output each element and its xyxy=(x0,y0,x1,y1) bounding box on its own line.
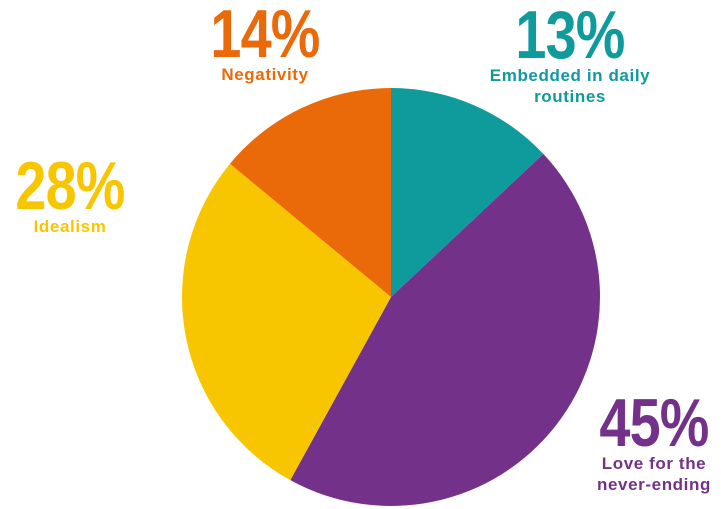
slice-label-love: 45% Love for the never-ending xyxy=(578,385,721,495)
slice-name-love-line1: Love for the xyxy=(601,454,707,473)
slice-name-embedded-line1: Embedded in daily xyxy=(489,66,651,85)
slice-label-negativity: 14% Negativity xyxy=(185,0,345,85)
slice-percent-negativity: 14% xyxy=(210,0,320,72)
slice-label-idealism: 28% Idealism xyxy=(0,148,140,237)
slice-percent-idealism: 28% xyxy=(15,148,125,224)
slice-negativity xyxy=(229,87,391,297)
slice-idealism xyxy=(181,163,391,481)
slice-love xyxy=(290,153,600,507)
slice-percent-embedded: 13% xyxy=(515,0,625,73)
slice-name-love-line2: never-ending xyxy=(597,475,711,494)
slice-name-idealism: Idealism xyxy=(33,217,107,236)
slice-name-negativity: Negativity xyxy=(221,65,309,84)
slice-name-embedded-line2: routines xyxy=(534,87,606,106)
slice-label-embedded: 13% Embedded in daily routines xyxy=(470,0,670,107)
slice-percent-love: 45% xyxy=(599,385,709,461)
slice-embedded xyxy=(391,88,544,297)
